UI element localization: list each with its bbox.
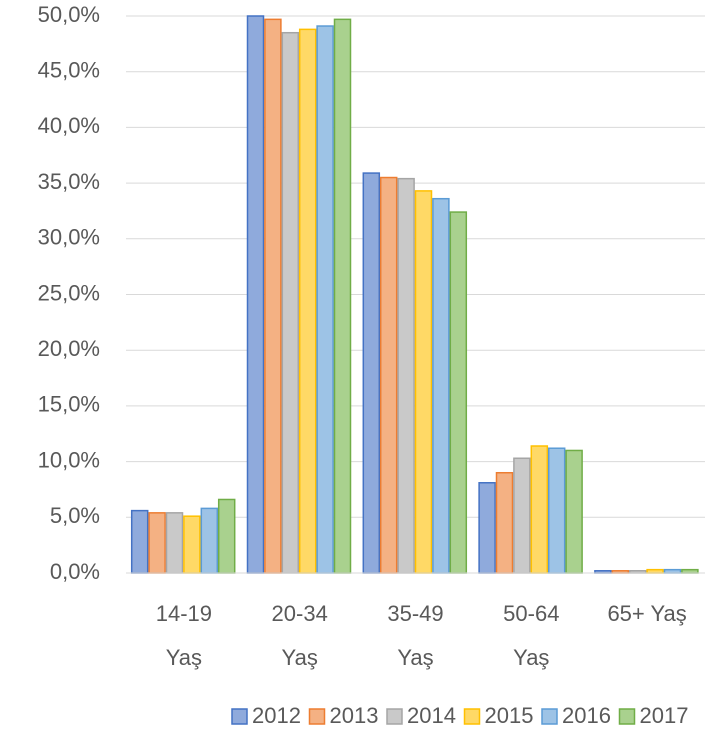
bar <box>663 568 682 574</box>
y-tick-label: 0,0% <box>50 559 100 584</box>
bar <box>379 176 398 574</box>
y-tick-label: 10,0% <box>38 447 100 472</box>
y-tick-label: 20,0% <box>38 336 100 361</box>
x-tick-label: 50-64 Yaş <box>503 601 560 670</box>
bar <box>681 568 699 574</box>
bar <box>298 28 317 574</box>
legend-label: 2017 <box>640 703 689 728</box>
y-tick-label: 30,0% <box>38 225 100 250</box>
y-tick-label: 5,0% <box>50 503 100 528</box>
bar <box>183 515 201 574</box>
legend-label: 2012 <box>252 703 301 728</box>
bar <box>495 471 514 574</box>
y-tick-label: 25,0% <box>38 280 100 305</box>
legend-swatch <box>463 708 481 725</box>
bar <box>264 18 282 574</box>
bar <box>200 507 219 574</box>
legend-label: 2015 <box>485 703 534 728</box>
x-tick-label: 14-19 Yaş <box>155 601 213 670</box>
bar <box>513 457 531 574</box>
legend-label: 2013 <box>330 703 379 728</box>
bar <box>362 172 381 574</box>
legend-swatch <box>308 708 326 725</box>
bar <box>316 25 334 574</box>
x-tick-label: 65+ Yaş <box>607 601 687 626</box>
legend-swatch <box>618 708 636 725</box>
bar <box>397 177 415 574</box>
legend-swatch <box>386 708 403 725</box>
bar <box>333 18 352 574</box>
y-tick-label: 50,0% <box>38 2 100 27</box>
bar <box>130 509 149 574</box>
bar <box>246 15 265 574</box>
bar <box>281 31 300 574</box>
x-tick-label: 20-34 Yaş <box>271 601 328 670</box>
bar <box>565 449 583 574</box>
legend-label: 2016 <box>562 703 611 728</box>
bar <box>449 211 468 574</box>
bar <box>547 447 566 574</box>
bar <box>530 445 549 574</box>
bar <box>217 498 236 574</box>
y-tick-label: 40,0% <box>38 113 100 138</box>
bar <box>148 512 166 574</box>
bar <box>478 482 496 574</box>
bar <box>432 197 450 574</box>
y-tick-label: 35,0% <box>38 169 100 194</box>
x-tick-label: 35-49 Yaş <box>387 601 444 670</box>
legend-swatch <box>231 708 248 725</box>
bar <box>646 568 664 574</box>
y-tick-label: 15,0% <box>38 392 100 417</box>
bar <box>414 190 433 574</box>
bar <box>165 512 184 574</box>
y-tick-label: 45,0% <box>38 58 100 83</box>
legend-label: 2014 <box>407 703 456 728</box>
legend-swatch <box>541 708 558 725</box>
